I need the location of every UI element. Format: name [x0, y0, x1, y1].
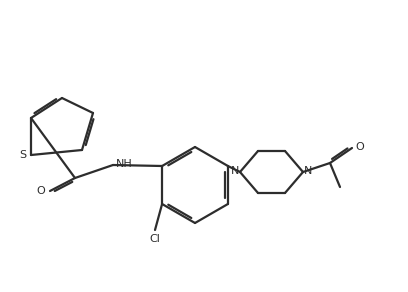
- Text: O: O: [355, 142, 364, 152]
- Text: NH: NH: [116, 159, 133, 169]
- Text: N: N: [304, 166, 313, 176]
- Text: S: S: [19, 150, 26, 160]
- Text: N: N: [231, 166, 239, 176]
- Text: Cl: Cl: [150, 234, 160, 244]
- Text: O: O: [36, 186, 45, 196]
